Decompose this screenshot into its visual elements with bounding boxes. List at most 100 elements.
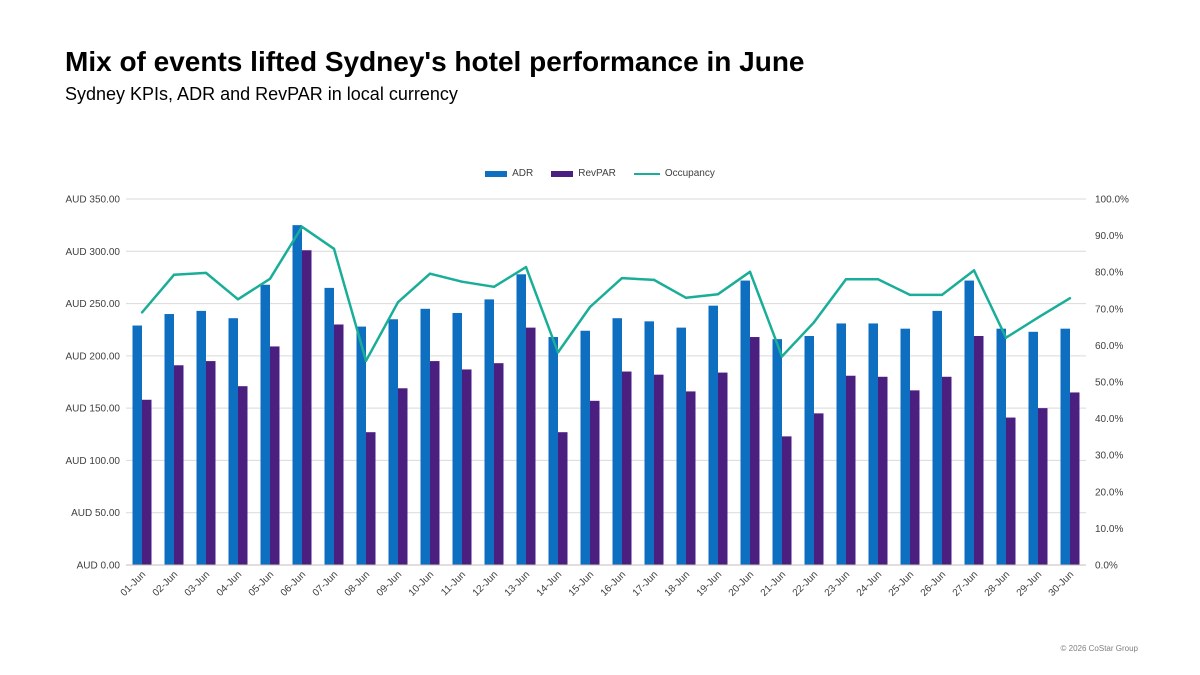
adr-bar: [932, 310, 942, 565]
occupancy-point: [332, 247, 336, 250]
adr-bar: [996, 328, 1006, 565]
x-tick-label: 04-Jun: [215, 569, 244, 598]
x-tick-label: 23-Jun: [823, 569, 852, 598]
legend-item-occupancy: Occupancy: [633, 168, 715, 179]
x-tick-label: 25-Jun: [887, 569, 916, 598]
y-left-tick-label: AUD 300.00: [66, 247, 121, 258]
y-right-tick-label: 20.0%: [1095, 487, 1123, 498]
chart-subtitle: Sydney KPIs, ADR and RevPAR in local cur…: [65, 84, 458, 104]
y-left-tick-label: AUD 0.00: [77, 561, 121, 572]
x-tick-label: 18-Jun: [663, 569, 692, 598]
adr-bar: [516, 274, 526, 565]
revpar-bar: [238, 386, 248, 565]
occupancy-point: [876, 277, 880, 281]
adr-bar: [388, 319, 398, 565]
revpar-bar: [814, 413, 824, 565]
occupancy-point: [556, 351, 560, 354]
legend-label-occupancy: Occupancy: [664, 168, 715, 179]
revpar-bar: [718, 372, 728, 565]
legend-swatch-revpar: [551, 170, 574, 177]
revpar-bar: [750, 337, 760, 565]
occupancy-point: [268, 277, 272, 280]
legend-swatch-occupancy: [633, 172, 660, 175]
legend-item-revpar: RevPAR: [551, 168, 616, 179]
x-tick-label: 11-Jun: [439, 569, 468, 598]
occupancy-point: [428, 272, 432, 275]
adr-bar: [324, 287, 334, 565]
chart-title: Mix of events lifted Sydney's hotel perf…: [65, 46, 805, 77]
adr-bar: [548, 337, 558, 565]
revpar-bar: [398, 388, 408, 565]
x-tick-label: 13-Jun: [503, 569, 532, 598]
y-left-tick-label: AUD 100.00: [66, 456, 121, 467]
y-right-tick-label: 30.0%: [1095, 451, 1123, 462]
occupancy-point: [1004, 336, 1008, 339]
adr-bar: [708, 305, 718, 565]
revpar-bar: [878, 376, 888, 565]
x-tick-label: 20-Jun: [727, 569, 756, 598]
adr-bar: [452, 312, 462, 565]
occupancy-point: [460, 280, 464, 283]
revpar-bar: [430, 361, 440, 565]
adr-bar: [484, 299, 494, 565]
x-tick-label: 12-Jun: [471, 569, 500, 598]
revpar-bar: [846, 375, 856, 565]
y-left-tick-label: AUD 200.00: [66, 351, 121, 362]
x-tick-label: 29-Jun: [1015, 569, 1044, 598]
occupancy-point: [620, 276, 624, 280]
revpar-bar: [206, 361, 216, 565]
legend-swatch-adr: [485, 170, 508, 177]
x-tick-label: 02-Jun: [151, 569, 180, 598]
y-right-tick-label: 60.0%: [1095, 341, 1123, 352]
legend-item-adr: ADR: [485, 168, 533, 179]
adr-bar: [1060, 328, 1070, 565]
x-tick-label: 27-Jun: [951, 569, 980, 598]
x-tick-label: 30-Jun: [1047, 569, 1076, 598]
adr-bar: [228, 318, 238, 565]
revpar-bar: [526, 327, 536, 565]
y-right-tick-label: 40.0%: [1095, 414, 1123, 425]
occupancy-point: [396, 301, 400, 304]
y-right-tick-label: 80.0%: [1095, 268, 1123, 279]
y-right-tick-label: 90.0%: [1095, 231, 1123, 242]
y-right-tick-label: 70.0%: [1095, 304, 1123, 315]
adr-bar: [868, 323, 878, 565]
y-left-tick-label: AUD 350.00: [66, 195, 121, 206]
revpar-bar: [1038, 408, 1048, 565]
revpar-bar: [622, 371, 632, 565]
y-left-tick-label: AUD 50.00: [71, 508, 120, 519]
y-left-tick-label: AUD 250.00: [66, 299, 121, 310]
adr-bar: [196, 310, 206, 565]
revpar-bar: [1006, 417, 1016, 565]
occupancy-point: [748, 270, 752, 274]
adr-bar: [164, 314, 174, 565]
revpar-bar: [462, 369, 472, 565]
adr-bar: [676, 327, 686, 565]
occupancy-point: [1068, 296, 1072, 300]
revpar-bar: [366, 432, 376, 565]
x-tick-label: 06-Jun: [279, 569, 308, 598]
occupancy-point: [652, 278, 656, 282]
revpar-bar: [270, 346, 280, 565]
occupancy-point: [716, 292, 720, 296]
x-tick-label: 03-Jun: [183, 569, 212, 598]
adr-bar: [644, 321, 654, 565]
x-tick-label: 01-Jun: [119, 569, 148, 598]
occupancy-point: [300, 225, 304, 229]
revpar-bar: [910, 390, 920, 565]
x-tick-label: 08-Jun: [343, 569, 372, 598]
occupancy-line: [141, 225, 1071, 363]
occupancy-point: [140, 311, 144, 314]
y-left-tick-label: AUD 150.00: [66, 404, 121, 415]
x-tick-label: 21-Jun: [759, 569, 788, 598]
x-tick-label: 26-Jun: [919, 569, 948, 598]
adr-bar: [356, 326, 366, 565]
y-right-tick-label: 100.0%: [1095, 195, 1129, 206]
occupancy-point: [844, 277, 848, 281]
adr-bar: [804, 335, 814, 565]
x-tick-label: 24-Jun: [855, 569, 884, 598]
revpar-bar: [142, 399, 152, 565]
x-tick-label: 15-Jun: [567, 569, 596, 598]
adr-bar: [612, 318, 622, 565]
